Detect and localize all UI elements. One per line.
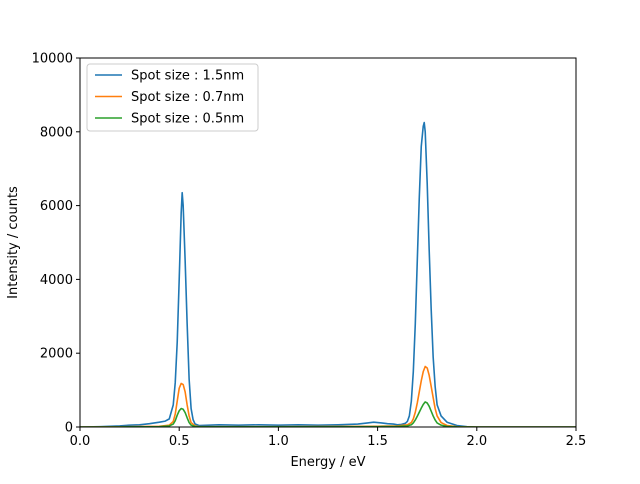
x-tick-label: 0.5: [169, 434, 190, 449]
series-line-1: [80, 365, 576, 427]
legend-label: Spot size : 1.5nm: [131, 69, 244, 84]
legend-label: Spot size : 0.5nm: [131, 112, 244, 127]
legend: Spot size : 1.5nm Spot size : 0.7nm Spot s…: [86, 63, 259, 132]
x-tick-label: 1.0: [268, 434, 289, 449]
x-tick-label: 2.5: [566, 434, 587, 449]
x-tick-label: 2.0: [466, 434, 487, 449]
x-axis: 0.0 0.5 1.0 1.5 2.0 2.5: [70, 427, 587, 449]
y-tick-label: 0: [65, 421, 73, 436]
plot-frame: [79, 57, 577, 428]
series-line-0: [80, 121, 576, 427]
y-axis: 0 2000 4000 6000 8000 10000: [32, 52, 80, 436]
y-tick-label: 8000: [40, 125, 73, 140]
series-layer: [80, 121, 576, 427]
x-tick-label: 0.0: [70, 434, 91, 449]
x-tick-label: 1.5: [367, 434, 388, 449]
y-tick-label: 4000: [40, 273, 73, 288]
y-tick-label: 10000: [32, 52, 73, 67]
y-axis-label: Intensity / counts: [6, 186, 21, 299]
y-tick-label: 6000: [40, 199, 73, 214]
x-axis-label: Energy / eV: [290, 455, 365, 470]
legend-box: [86, 63, 259, 132]
series-line-2: [80, 401, 576, 427]
y-tick-label: 2000: [40, 347, 73, 362]
legend-label: Spot size : 0.7nm: [131, 90, 244, 105]
